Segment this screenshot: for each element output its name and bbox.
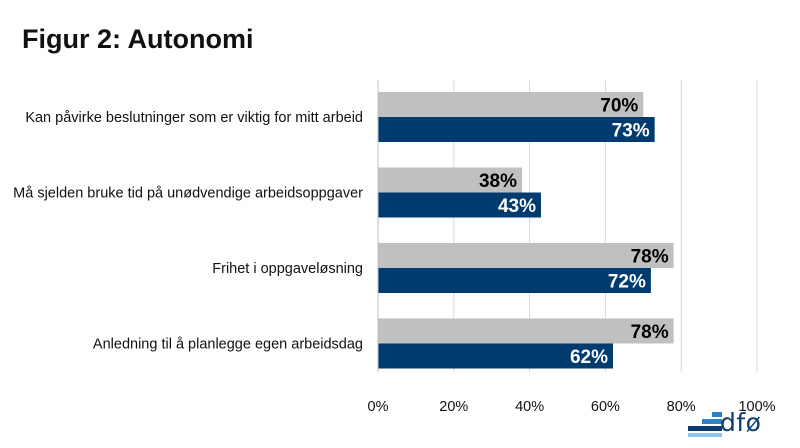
data-label: 70% [600, 96, 638, 117]
logo-stripe-4 [688, 433, 722, 437]
logo-stripe-1 [712, 412, 722, 417]
bar [378, 117, 655, 142]
logo-stripes-icon [688, 412, 722, 437]
category-label: Frihet i oppgaveløsning [212, 261, 363, 277]
bar [378, 343, 613, 369]
logo-text: dfø [720, 408, 762, 437]
x-tick-label: 80% [667, 399, 696, 415]
x-tick-label: 60% [591, 399, 620, 415]
bar [378, 268, 651, 293]
bar [378, 92, 644, 117]
x-tick-label: 100% [738, 399, 775, 415]
x-tick-label: 40% [515, 399, 544, 415]
bar [378, 167, 523, 193]
data-label: 78% [631, 322, 669, 343]
data-label: 62% [570, 347, 608, 368]
bar [378, 243, 674, 268]
chart-title: Figur 2: Autonomi [22, 24, 254, 54]
bar [378, 192, 541, 218]
category-label: Anledning til å planlegge egen arbeidsda… [93, 337, 363, 353]
data-label: 78% [631, 247, 669, 268]
data-label: 72% [608, 272, 646, 293]
bar [378, 318, 674, 344]
data-label: 43% [498, 196, 536, 217]
data-label: 73% [612, 121, 650, 142]
data-label: 38% [479, 171, 517, 192]
logo-stripe-3 [688, 426, 722, 431]
category-label: Må sjelden bruke tid på unødvendige arbe… [13, 186, 363, 202]
logo-stripe-2 [702, 419, 722, 424]
category-label: Kan påvirke beslutninger som er viktig f… [25, 110, 363, 126]
x-tick-label: 0% [368, 399, 389, 415]
dfo-logo: dfø [688, 408, 788, 440]
x-tick-label: 20% [439, 399, 468, 415]
